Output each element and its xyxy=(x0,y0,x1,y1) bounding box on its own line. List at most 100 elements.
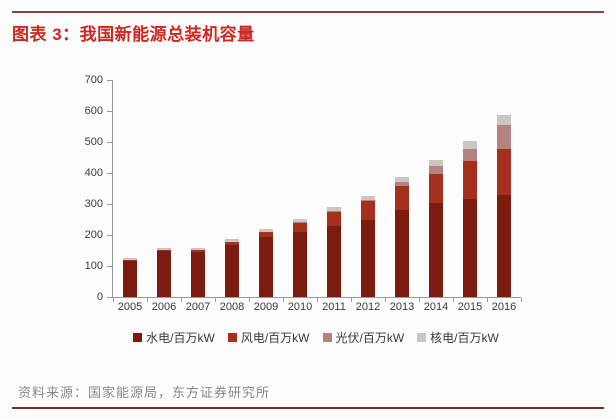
x-axis-label: 2013 xyxy=(389,301,415,313)
x-axis-tick xyxy=(316,298,318,302)
x-axis-tick xyxy=(418,298,420,302)
y-axis-tick xyxy=(107,204,112,205)
y-axis-tick xyxy=(107,266,112,267)
bar-segment-2007 xyxy=(191,250,205,253)
legend-label: 光伏/百万kW xyxy=(335,331,405,345)
bar-segment-2011 xyxy=(327,210,341,212)
bar-segment-2008 xyxy=(225,245,239,297)
x-axis-tick xyxy=(214,298,216,302)
x-axis-tick xyxy=(180,298,182,302)
y-axis-label: 400 xyxy=(84,167,103,179)
x-axis-label: 2014 xyxy=(423,301,449,313)
chart-legend: 水电/百万kW 风电/百万kW 光伏/百万kW 核电/百万kW xyxy=(104,329,528,346)
x-axis-tick xyxy=(146,298,148,302)
bar-segment-2009 xyxy=(259,236,273,297)
y-axis-tick xyxy=(107,297,112,298)
x-axis-label: 2010 xyxy=(287,301,313,313)
x-axis-label: 2015 xyxy=(457,301,483,313)
y-axis-tick xyxy=(107,142,112,143)
y-axis-label: 700 xyxy=(84,74,103,86)
y-axis-label: 200 xyxy=(84,229,103,241)
x-axis-tick xyxy=(350,298,352,302)
bar-segment-2012 xyxy=(361,220,375,297)
bar-segment-2015 xyxy=(463,141,477,150)
bar-segment-2014 xyxy=(429,203,443,297)
x-axis-tick xyxy=(248,298,250,302)
bar-segment-2014 xyxy=(429,159,443,166)
x-axis-tick xyxy=(486,298,488,302)
legend-swatch-icon xyxy=(227,333,237,342)
bar-segment-2015 xyxy=(463,199,477,297)
bottom-divider xyxy=(12,407,604,409)
x-axis-label: 2005 xyxy=(117,301,143,313)
x-axis-label: 2006 xyxy=(151,301,177,313)
bar-segment-2013 xyxy=(395,210,409,297)
plot-area: 0 100 200 300 400 500 600 700 2005 2006 2007 2008 20… xyxy=(85,74,522,313)
y-axis-label: 100 xyxy=(84,260,103,272)
bar-segment-2012 xyxy=(361,196,375,201)
bar-segment-2014 xyxy=(429,173,443,204)
top-divider xyxy=(12,11,604,13)
x-axis-label: 2009 xyxy=(253,301,279,313)
bar-segment-2010 xyxy=(293,218,307,222)
bar-segment-2006 xyxy=(157,251,171,297)
bar-segment-2013 xyxy=(395,177,409,182)
figure-title: 图表 3：我国新能源总装机容量 xyxy=(12,25,255,44)
bar-segment-2005 xyxy=(123,260,137,297)
legend-label: 核电/百万kW xyxy=(430,331,499,345)
x-axis-tick xyxy=(112,298,114,302)
y-axis-tick xyxy=(107,173,112,174)
capacity-chart: 0 100 200 300 400 500 600 700 2005 2006 2007 2008 20… xyxy=(0,74,616,355)
x-axis-label: 2016 xyxy=(491,301,517,313)
y-axis-tick xyxy=(107,80,112,81)
legend-label: 水电/百万kW xyxy=(146,331,215,345)
bar-segment-2015 xyxy=(463,149,477,162)
x-axis-label: 2012 xyxy=(355,301,381,313)
legend-item: 水电/百万kW xyxy=(133,329,215,346)
bar-segment-2016 xyxy=(497,114,511,125)
bar-segment-2014 xyxy=(429,165,443,174)
bar-segment-2007 xyxy=(191,252,205,297)
legend-label: 风电/百万kW xyxy=(240,331,310,345)
bar-segment-2006 xyxy=(157,248,171,251)
bar-segment-2007 xyxy=(191,248,205,251)
bar-segment-2013 xyxy=(395,186,409,211)
bar-segment-2009 xyxy=(259,228,273,232)
bar-segment-2013 xyxy=(395,181,409,187)
y-axis-tick xyxy=(107,111,112,112)
bar-segment-2008 xyxy=(225,241,239,246)
x-axis-tick xyxy=(452,298,454,302)
legend-swatch-icon xyxy=(417,333,427,342)
legend-item: 光伏/百万kW xyxy=(322,329,405,346)
bar-segment-2011 xyxy=(327,207,341,211)
x-axis-label: 2011 xyxy=(322,301,346,313)
bar-segment-2015 xyxy=(463,161,477,200)
x-axis-label: 2007 xyxy=(185,301,211,313)
legend-swatch-icon xyxy=(322,333,332,342)
bar-segment-2010 xyxy=(293,222,307,232)
y-axis-label: 600 xyxy=(84,105,103,117)
bar-segment-2009 xyxy=(259,231,273,237)
bar-segment-2016 xyxy=(497,195,511,297)
y-axis-label: 0 xyxy=(96,291,103,303)
bar-segment-2011 xyxy=(327,211,341,226)
bar-segment-2008 xyxy=(225,238,239,242)
source-note: 资料来源：国家能源局，东方证券研究所 xyxy=(18,385,271,400)
x-axis-tick xyxy=(520,298,522,302)
y-axis-label: 500 xyxy=(84,136,103,148)
y-axis-label: 300 xyxy=(84,198,103,210)
bar-segment-2012 xyxy=(361,201,375,221)
bar-segment-2012 xyxy=(361,200,375,202)
x-axis-label: 2008 xyxy=(219,301,245,313)
bar-segment-2016 xyxy=(497,124,511,150)
legend-item: 核电/百万kW xyxy=(417,329,499,346)
x-axis-tick xyxy=(384,298,386,302)
bar-segment-2005 xyxy=(123,258,137,261)
x-axis-tick xyxy=(282,298,284,302)
legend-swatch-icon xyxy=(133,333,143,342)
bar-segment-2010 xyxy=(293,231,307,297)
y-axis-tick xyxy=(107,235,112,236)
bar-segment-2006 xyxy=(157,250,171,252)
bar-segment-2016 xyxy=(497,149,511,196)
bar-segment-2011 xyxy=(327,225,341,297)
